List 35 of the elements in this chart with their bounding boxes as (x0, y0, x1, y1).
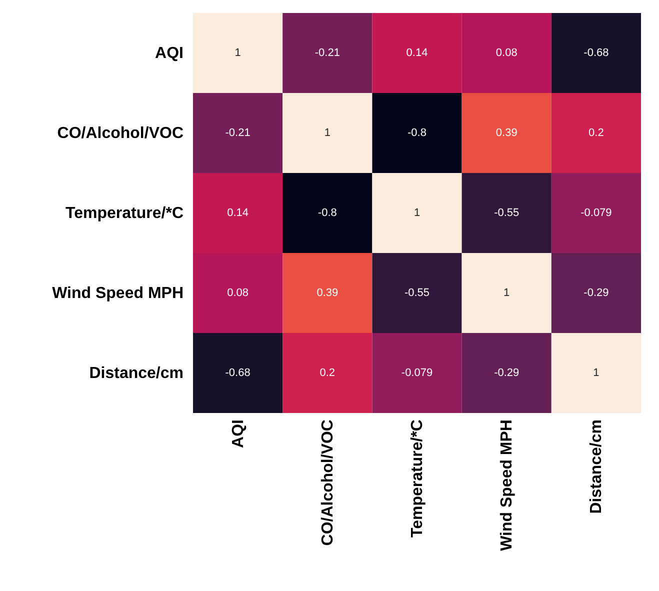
data-label: -0.68 (225, 367, 250, 379)
data-label: -0.21 (314, 47, 340, 59)
data-label: -0.29 (584, 287, 609, 299)
y-tick-label: Wind Speed MPH (52, 285, 184, 302)
data-label: -0.29 (494, 367, 520, 379)
data-label: 1 (593, 367, 600, 379)
data-label: 1 (324, 127, 330, 139)
x-tick-label: CO/Alcohol/VOC (319, 419, 336, 546)
x-tick-label: Distance/cm (588, 420, 606, 514)
data-label: 1 (504, 287, 510, 299)
data-label: 0.39 (496, 127, 518, 139)
data-label: 0.2 (320, 367, 336, 379)
data-label: 1 (234, 47, 241, 59)
x-tick-label: Wind Speed MPH (498, 420, 516, 551)
y-tick-label: Distance/cm (89, 365, 184, 382)
data-label: 0.08 (496, 47, 518, 59)
data-label: -0.55 (404, 287, 430, 299)
data-label: 0.39 (316, 287, 338, 299)
data-label: -0.8 (408, 127, 426, 139)
data-label: 0.14 (406, 47, 428, 59)
data-label: -0.55 (494, 207, 520, 219)
data-label: -0.21 (225, 127, 250, 139)
data-label: 0.08 (227, 287, 249, 299)
data-label: 0.14 (227, 207, 249, 219)
data-label: -0.079 (401, 367, 433, 379)
data-label: -0.68 (584, 47, 609, 59)
y-tick-label: Temperature/*C (66, 205, 184, 222)
data-label: 0.2 (588, 127, 604, 139)
data-label: -0.079 (580, 207, 612, 219)
data-label: -0.8 (318, 207, 337, 219)
x-tick-label: AQI (230, 420, 247, 448)
data-label: 1 (414, 207, 420, 219)
y-tick-label: CO/Alcohol/VOC (57, 125, 184, 142)
y-tick-label: AQI (155, 45, 184, 62)
x-tick-label: Temperature/*C (409, 419, 426, 538)
